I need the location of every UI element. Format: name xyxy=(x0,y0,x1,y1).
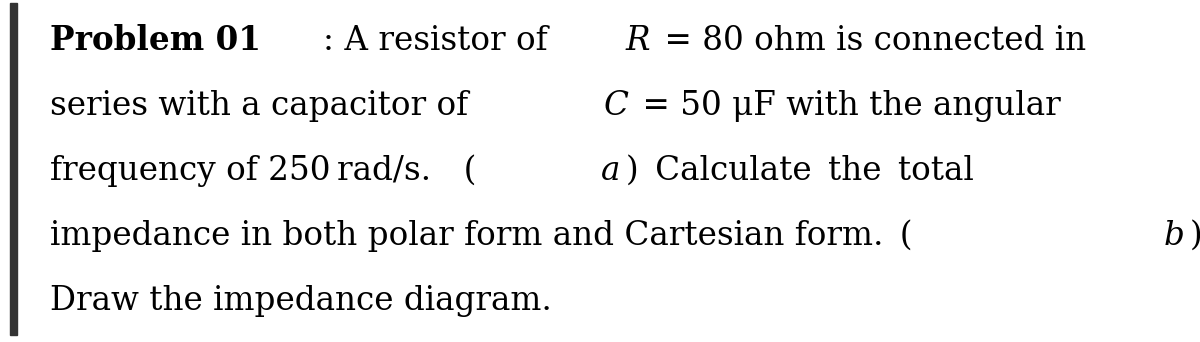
Text: b: b xyxy=(1163,220,1184,251)
Text: Problem 01: Problem 01 xyxy=(50,24,262,56)
Text: frequency of 250 rad/s. (: frequency of 250 rad/s. ( xyxy=(50,154,476,186)
Text: ) Calculate the total: ) Calculate the total xyxy=(625,155,973,186)
Text: ): ) xyxy=(1190,220,1200,251)
Text: : A resistor of: : A resistor of xyxy=(323,25,558,56)
Text: impedance in both polar form and Cartesian form. (: impedance in both polar form and Cartesi… xyxy=(50,219,913,251)
Bar xyxy=(10,3,17,335)
Text: = 80 ohm is connected in: = 80 ohm is connected in xyxy=(658,25,1086,56)
Text: series with a capacitor of: series with a capacitor of xyxy=(50,90,479,121)
Text: C: C xyxy=(604,90,629,121)
Text: Draw the impedance diagram.: Draw the impedance diagram. xyxy=(50,285,552,316)
Text: = 50 μF with the angular: = 50 μF with the angular xyxy=(636,90,1061,121)
Text: a: a xyxy=(600,155,620,186)
Text: R: R xyxy=(626,25,650,56)
